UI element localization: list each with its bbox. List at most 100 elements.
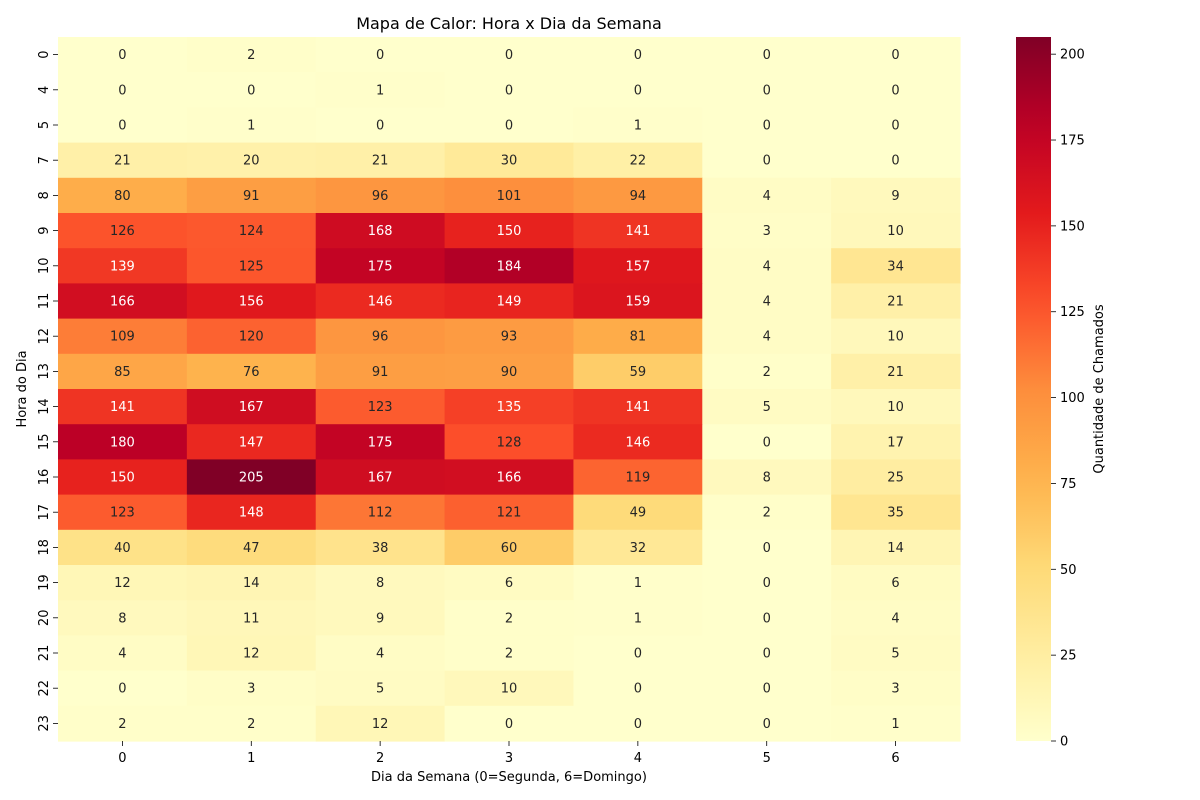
cell-value-label: 125 <box>239 259 264 274</box>
y-tick-label: 11 <box>37 293 52 310</box>
colorbar-label: Quantidade de Chamados <box>1092 304 1107 473</box>
cell-value-label: 10 <box>887 400 904 415</box>
cell-value-label: 150 <box>110 471 135 486</box>
heatmap-cell <box>573 705 703 742</box>
y-tick-label: 7 <box>37 156 52 164</box>
heatmap-cell <box>444 72 575 108</box>
cell-value-label: 91 <box>372 365 389 380</box>
heatmap-cell <box>831 670 961 707</box>
heatmap-cell <box>58 213 188 249</box>
y-tick-label: 10 <box>37 258 52 275</box>
heatmap-cell <box>702 107 832 144</box>
heatmap-cell <box>831 248 961 284</box>
heatmap-cell <box>444 565 575 601</box>
y-tick-label: 12 <box>37 328 52 345</box>
cell-value-label: 1 <box>634 576 642 591</box>
cell-value-label: 146 <box>368 295 393 310</box>
cell-value-label: 141 <box>110 400 135 415</box>
heatmap-cell <box>58 353 188 390</box>
cell-value-label: 6 <box>891 576 899 591</box>
cell-value-label: 0 <box>891 119 899 134</box>
cell-value-label: 167 <box>239 400 264 415</box>
cell-value-label: 90 <box>501 365 518 380</box>
cell-value-label: 5 <box>376 682 384 697</box>
cell-value-label: 0 <box>118 119 126 134</box>
cell-value-label: 2 <box>505 611 513 626</box>
heatmap-cell <box>186 705 317 742</box>
y-axis-label: Hora do Dia <box>15 350 30 427</box>
cell-value-label: 4 <box>376 647 384 662</box>
heatmap-cell <box>702 353 832 390</box>
cell-value-label: 2 <box>763 506 771 521</box>
cell-value-label: 2 <box>505 647 513 662</box>
heatmap-cell <box>186 565 317 601</box>
cell-value-label: 148 <box>239 506 264 521</box>
cell-value-label: 14 <box>243 576 260 591</box>
heatmap-cell <box>186 459 317 496</box>
cell-value-label: 91 <box>243 189 260 204</box>
cell-value-label: 0 <box>376 119 384 134</box>
heatmap-cell <box>573 248 703 284</box>
cell-value-label: 32 <box>630 541 647 556</box>
cell-value-label: 157 <box>625 259 650 274</box>
heatmap-cell <box>186 248 317 284</box>
cell-value-label: 10 <box>501 682 518 697</box>
heatmap-cell <box>573 213 703 249</box>
y-tick-label: 20 <box>37 610 52 627</box>
colorbar-tick-label: 0 <box>1060 735 1068 750</box>
heatmap-cell <box>186 107 317 144</box>
heatmap-cell <box>831 635 961 672</box>
heatmap-cell <box>573 459 703 496</box>
heatmap-cell <box>315 142 446 179</box>
heatmap-cell <box>315 705 446 742</box>
heatmap-cell <box>573 635 703 672</box>
cell-value-label: 96 <box>372 189 389 204</box>
cell-value-label: 156 <box>239 295 264 310</box>
colorbar-tick-label: 25 <box>1060 649 1077 664</box>
heatmap-cell <box>58 459 188 496</box>
cell-value-label: 126 <box>110 224 135 239</box>
heatmap-cell <box>444 283 575 320</box>
cell-value-label: 0 <box>634 717 642 732</box>
cell-value-label: 5 <box>891 647 899 662</box>
y-axis: 0 4 5 7 8 9 10 11 12 13 14 15 16 17 18 19 20 21 22 23 <box>37 50 58 732</box>
heatmap-cell <box>58 72 188 108</box>
heatmap-cell <box>444 177 575 214</box>
heatmap-cell <box>444 705 575 742</box>
cell-value-label: 4 <box>118 647 126 662</box>
heatmap-cell <box>702 459 832 496</box>
cell-value-label: 0 <box>763 48 771 63</box>
cell-value-label: 124 <box>239 224 264 239</box>
heatmap-cell <box>58 600 188 636</box>
cell-value-label: 0 <box>891 83 899 98</box>
y-tick-label: 4 <box>37 86 52 94</box>
heatmap-cell <box>444 635 575 672</box>
cell-value-label: 184 <box>497 259 522 274</box>
heatmap-cell <box>831 107 961 144</box>
cell-value-label: 94 <box>630 189 647 204</box>
heatmap-cell <box>831 283 961 320</box>
heatmap-cell <box>444 529 575 566</box>
cell-value-label: 0 <box>376 48 384 63</box>
cell-value-label: 147 <box>239 435 264 450</box>
cell-value-label: 2 <box>247 48 255 63</box>
cell-value-label: 4 <box>763 259 771 274</box>
heatmap-cell <box>831 142 961 179</box>
heatmap-cell <box>58 565 188 601</box>
heatmap-cell <box>315 177 446 214</box>
cell-value-label: 3 <box>247 682 255 697</box>
heatmap-cells: 0 2 0 0 0 0 00 0 1 0 0 0 00 1 0 0 1 0 021 20 21 30 22 0 080 91 96 1… <box>58 37 961 742</box>
cell-value-label: 205 <box>239 471 264 486</box>
heatmap-cell <box>58 107 188 144</box>
heatmap-cell <box>831 389 961 425</box>
heatmap-cell <box>702 424 832 460</box>
cell-value-label: 175 <box>368 259 393 274</box>
x-tick-label: 0 <box>118 751 126 766</box>
heatmap-cell <box>573 142 703 179</box>
heatmap-cell <box>444 670 575 707</box>
cell-value-label: 0 <box>118 48 126 63</box>
heatmap-cell <box>315 529 446 566</box>
heatmap-cell <box>315 72 446 108</box>
colorbar-tick-label: 150 <box>1060 219 1085 234</box>
cell-value-label: 0 <box>118 682 126 697</box>
